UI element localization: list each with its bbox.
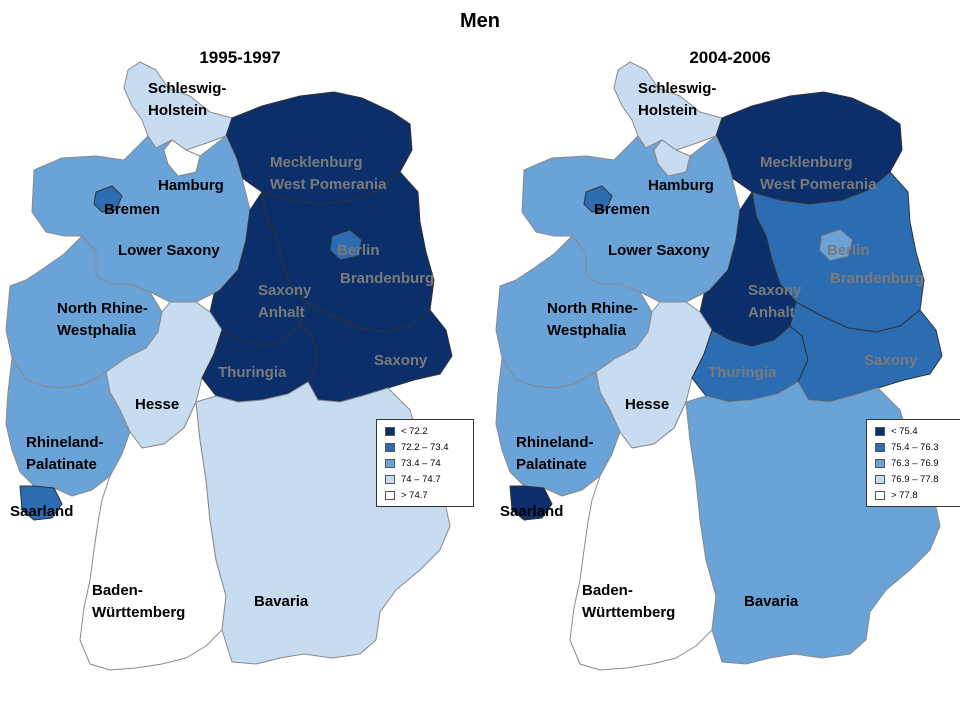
legend-swatch <box>385 426 395 436</box>
legend-label: 74 – 74.7 <box>401 474 441 485</box>
legend-swatch <box>875 458 885 468</box>
panel-title: 2004-2006 <box>689 48 771 67</box>
label-hesse: Hesse <box>625 396 670 413</box>
label-saxony: Saxony <box>864 352 918 369</box>
legend-item: > 74.7 <box>385 490 428 502</box>
label-thuringia: Thuringia <box>218 364 287 381</box>
region-bremen <box>583 185 613 213</box>
label-saxony-anhalt: Saxony Anhalt <box>748 282 802 321</box>
map-panel-2004-2006: 2004-2006 Schleswig- Holstein Mecklenburg… <box>490 40 960 720</box>
map-panel-1995-1997: 1995-1997 Schleswig- Holstein Mecklenburg… <box>0 40 480 720</box>
region-schleswig-holstein <box>123 61 233 151</box>
legend-swatch <box>875 474 885 484</box>
legend-label: 75.4 – 76.3 <box>891 442 939 453</box>
region-bremen <box>93 185 123 213</box>
region-berlin <box>819 229 853 261</box>
legend-item: 74 – 74.7 <box>385 474 441 486</box>
label-saarland: Saarland <box>500 503 564 520</box>
label-bremen: Bremen <box>104 201 160 218</box>
region-saarland <box>19 485 63 521</box>
label-baden-wurttemberg: Baden- Württemberg <box>92 582 186 621</box>
label-berlin: Berlin <box>827 242 870 259</box>
region-hamburg <box>653 139 691 177</box>
legend-label: > 77.8 <box>891 490 918 501</box>
label-schleswig-holstein: Schleswig- Holstein <box>148 80 227 119</box>
label-north-rhine-westphalia: North Rhine- Westphalia <box>57 300 148 339</box>
label-brandenburg: Brandenburg <box>340 270 435 287</box>
label-saxony-anhalt: Saxony Anhalt <box>258 282 312 321</box>
legend-label: 76.3 – 76.9 <box>891 458 939 469</box>
germany-map <box>5 61 453 671</box>
legend-swatch <box>385 490 395 500</box>
legend-label: > 74.7 <box>401 490 428 501</box>
label-saarland: Saarland <box>10 503 74 520</box>
legend-item: < 72.2 <box>385 426 428 438</box>
region-schleswig-holstein <box>613 61 723 151</box>
region-baden-wurttemberg <box>569 401 717 671</box>
figure-title: Men <box>460 10 500 32</box>
panel-title: 1995-1997 <box>199 48 281 67</box>
legend-item: < 75.4 <box>875 426 918 438</box>
label-rhineland-palatinate: Rhineland- Palatinate <box>516 434 594 473</box>
legend-swatch <box>875 442 885 452</box>
label-lower-saxony: Lower Saxony <box>118 242 220 259</box>
legend-item: 76.3 – 76.9 <box>875 458 939 470</box>
region-berlin <box>329 229 363 261</box>
legend-item: 72.2 – 73.4 <box>385 442 449 454</box>
legend-label: < 75.4 <box>891 426 918 437</box>
legend-label: 73.4 – 74 <box>401 458 441 469</box>
label-bavaria: Bavaria <box>254 593 309 610</box>
label-hesse: Hesse <box>135 396 180 413</box>
legend-item: 73.4 – 74 <box>385 458 441 470</box>
label-bavaria: Bavaria <box>744 593 799 610</box>
legend-swatch <box>385 474 395 484</box>
label-schleswig-holstein: Schleswig- Holstein <box>638 80 717 119</box>
label-hamburg: Hamburg <box>648 177 714 194</box>
label-mecklenburg-west-pomerania: Mecklenburg West Pomerania <box>760 154 877 193</box>
legend-swatch <box>875 490 885 500</box>
legend-item: > 77.8 <box>875 490 918 502</box>
label-bremen: Bremen <box>594 201 650 218</box>
legend-label: 76.9 – 77.8 <box>891 474 939 485</box>
label-thuringia: Thuringia <box>708 364 777 381</box>
label-brandenburg: Brandenburg <box>830 270 925 287</box>
label-mecklenburg-west-pomerania: Mecklenburg West Pomerania <box>270 154 387 193</box>
label-north-rhine-westphalia: North Rhine- Westphalia <box>547 300 638 339</box>
legend-swatch <box>385 458 395 468</box>
legend: < 72.2 72.2 – 73.4 73.4 – 74 74 – 74.7 >… <box>376 419 474 507</box>
region-baden-wurttemberg <box>79 401 227 671</box>
label-berlin: Berlin <box>337 242 380 259</box>
legend-swatch <box>385 442 395 452</box>
label-rhineland-palatinate: Rhineland- Palatinate <box>26 434 104 473</box>
legend-item: 75.4 – 76.3 <box>875 442 939 454</box>
legend-swatch <box>875 426 885 436</box>
label-lower-saxony: Lower Saxony <box>608 242 710 259</box>
label-baden-wurttemberg: Baden- Württemberg <box>582 582 676 621</box>
label-saxony: Saxony <box>374 352 428 369</box>
region-saarland <box>509 485 553 521</box>
label-hamburg: Hamburg <box>158 177 224 194</box>
legend: < 75.4 75.4 – 76.3 76.3 – 76.9 76.9 – 77… <box>866 419 960 507</box>
legend-label: < 72.2 <box>401 426 428 437</box>
legend-label: 72.2 – 73.4 <box>401 442 449 453</box>
region-hamburg <box>163 139 201 177</box>
legend-item: 76.9 – 77.8 <box>875 474 939 486</box>
